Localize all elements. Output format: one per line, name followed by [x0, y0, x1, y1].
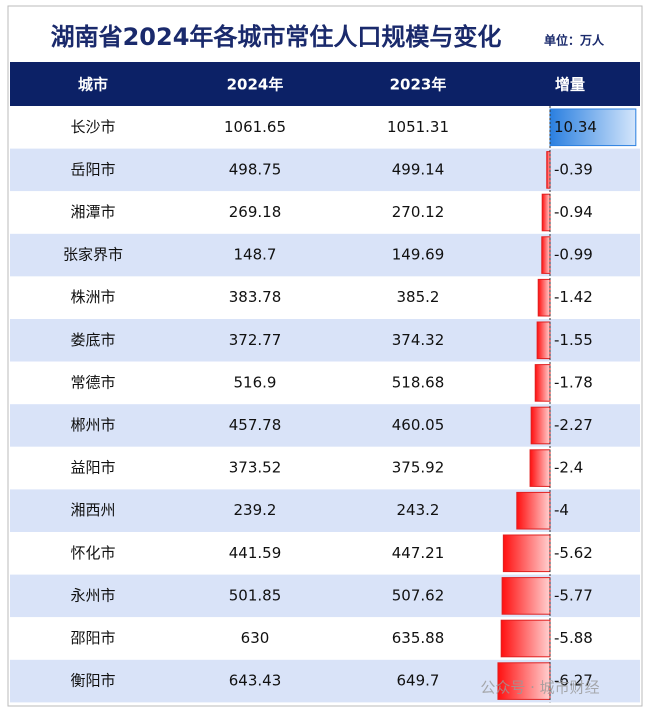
cell: 372.77 — [229, 331, 282, 349]
cell: 永州市 — [70, 586, 115, 604]
cell: -4 — [554, 501, 569, 519]
cell: 643.43 — [229, 672, 282, 690]
cell: 373.52 — [229, 459, 282, 477]
row-bg — [10, 191, 640, 234]
cell: 岳阳市 — [70, 160, 115, 178]
row-bg — [10, 148, 640, 192]
data-bar — [516, 491, 551, 530]
row-bg — [10, 319, 640, 362]
data-bar — [529, 449, 551, 487]
header-row — [10, 62, 640, 106]
data-bar — [530, 406, 551, 445]
data-bar — [536, 321, 551, 360]
cell: 243.2 — [397, 501, 440, 519]
cell: 385.2 — [397, 288, 440, 306]
data-bar — [537, 278, 551, 317]
cell: 498.75 — [229, 160, 282, 178]
cell: 149.69 — [392, 246, 445, 264]
cell: 507.62 — [392, 586, 445, 604]
cell: 457.78 — [229, 416, 282, 434]
cell: 张家界市 — [63, 246, 123, 264]
cell: -2.4 — [554, 459, 583, 477]
watermark: 公众号 · 城市财经 — [480, 679, 599, 697]
cell: 269.18 — [229, 203, 282, 221]
cell: 460.05 — [392, 416, 445, 434]
cell: -0.99 — [554, 246, 593, 264]
column-header: 2023年 — [390, 76, 447, 94]
cell: -1.42 — [554, 288, 593, 306]
cell: -6.27 — [554, 672, 593, 690]
cell: 239.2 — [234, 501, 277, 519]
data-bar — [546, 151, 551, 189]
cell: 499.14 — [392, 160, 445, 178]
cell: 邵阳市 — [70, 629, 115, 647]
cell: -2.27 — [554, 416, 593, 434]
cell: 郴州市 — [70, 416, 115, 434]
cell: 270.12 — [392, 203, 445, 221]
cell: 383.78 — [229, 288, 282, 306]
cell: 衡阳市 — [70, 672, 115, 690]
column-header: 增量 — [555, 76, 585, 94]
cell: 630 — [241, 629, 270, 647]
cell: 湘西州 — [70, 501, 115, 519]
cell: -5.62 — [554, 544, 593, 562]
cell: 娄底市 — [70, 331, 115, 349]
cell: -5.77 — [554, 586, 593, 604]
unit: 单位：万人 — [544, 33, 605, 48]
cell: 株洲市 — [70, 288, 115, 306]
row-bg — [10, 276, 640, 319]
data-bar — [497, 662, 551, 700]
cell: -1.78 — [554, 373, 593, 391]
cell: 635.88 — [392, 629, 445, 647]
cell: 怀化市 — [70, 544, 115, 562]
title: 湖南省2024年各城市常住人口规模与变化 — [51, 23, 502, 51]
cell: 374.32 — [392, 331, 445, 349]
data-bar — [500, 619, 551, 658]
cell: -1.55 — [554, 331, 593, 349]
cell: 10.34 — [554, 118, 597, 136]
cell: 649.7 — [397, 672, 440, 690]
data-bar — [502, 534, 551, 573]
cell: 益阳市 — [70, 459, 115, 477]
column-header: 城市 — [78, 76, 108, 94]
cell: -0.39 — [554, 160, 593, 178]
column-header: 2024年 — [227, 76, 284, 94]
cell: 375.92 — [392, 459, 445, 477]
cell: 常德市 — [70, 373, 115, 391]
cell: -5.88 — [554, 629, 593, 647]
data-bar — [541, 193, 551, 232]
cell: 长沙市 — [70, 118, 115, 136]
cell: 501.85 — [229, 586, 282, 604]
cell: 441.59 — [229, 544, 282, 562]
data-bar — [534, 364, 551, 402]
cell: 516.9 — [234, 373, 277, 391]
data-bar — [541, 236, 551, 274]
row-bg — [10, 106, 640, 149]
cell: 1061.65 — [224, 118, 286, 136]
cell: 湘潭市 — [70, 203, 115, 221]
cell: -0.94 — [554, 203, 593, 221]
cell: 447.21 — [392, 544, 445, 562]
data-bar — [501, 577, 551, 615]
cell: 1051.31 — [387, 118, 449, 136]
row-bg — [10, 233, 640, 277]
cell: 518.68 — [392, 373, 445, 391]
cell: 148.7 — [234, 246, 277, 264]
